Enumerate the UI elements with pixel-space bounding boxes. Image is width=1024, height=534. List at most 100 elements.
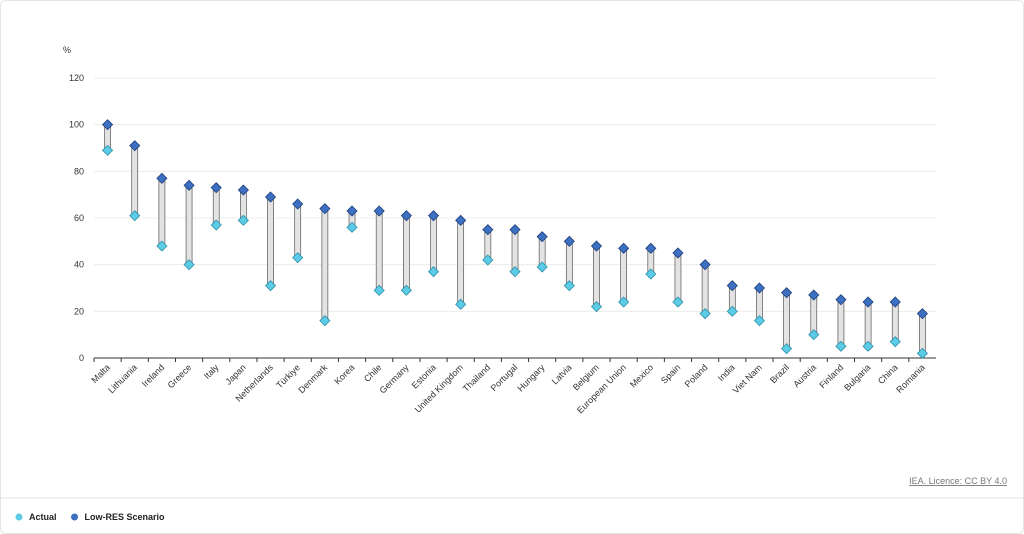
x-tick-label: Denmark — [296, 362, 329, 395]
x-tick-label: Thailand — [461, 362, 492, 393]
range-bar — [321, 208, 329, 322]
marker — [889, 296, 901, 308]
marker — [699, 259, 711, 271]
x-tick-label: Hungary — [515, 362, 546, 393]
marker — [373, 284, 385, 296]
marker — [264, 191, 277, 203]
marker — [482, 224, 494, 236]
range-bar — [403, 215, 410, 291]
marker — [455, 298, 467, 310]
marker — [346, 205, 358, 217]
marker — [618, 242, 630, 254]
marker — [373, 205, 385, 217]
y-tick-label: 20 — [74, 306, 84, 316]
y-tick-label: 0 — [79, 353, 84, 363]
range-bar — [375, 210, 383, 291]
marker — [699, 308, 711, 320]
range-bar — [810, 294, 818, 336]
marker — [563, 235, 575, 247]
marker — [129, 140, 141, 152]
range-bar — [430, 215, 437, 273]
legend-swatch — [71, 513, 79, 521]
x-tick-label: Austria — [791, 362, 818, 389]
marker — [536, 261, 548, 273]
marker — [292, 198, 304, 210]
marker — [753, 315, 766, 327]
marker — [835, 340, 847, 352]
marker — [264, 280, 277, 292]
legend-label: Actual — [29, 512, 57, 522]
marker — [618, 296, 630, 308]
y-tick-label: 80 — [74, 166, 84, 176]
marker — [292, 252, 304, 264]
x-tick-label: United Kingdom — [413, 362, 465, 414]
marker — [781, 287, 793, 299]
range-bar — [919, 313, 926, 354]
y-tick-label: 40 — [74, 260, 84, 270]
marker — [400, 284, 412, 296]
legend: Actual Low-RES Scenario — [15, 512, 166, 522]
marker — [183, 259, 195, 271]
marker — [129, 210, 141, 222]
marker — [102, 144, 114, 156]
marker — [672, 247, 684, 259]
x-tick-label: Bulgaria — [842, 362, 872, 392]
marker — [183, 179, 195, 191]
source-link[interactable]: IEA. Licence: CC BY 4.0 — [909, 476, 1007, 486]
x-tick-label: Malta — [89, 362, 112, 385]
marker — [916, 347, 928, 359]
range-bar — [267, 196, 274, 287]
x-tick-label: Mexico — [628, 362, 655, 389]
marker — [346, 221, 358, 233]
x-tick-label: Italy — [202, 362, 221, 381]
range-bar — [674, 252, 682, 303]
x-tick-label: Viet Nam — [731, 362, 764, 395]
y-tick-label: 120 — [69, 73, 84, 83]
x-tick-label: Portugal — [489, 362, 520, 393]
x-tick-label: Chile — [362, 362, 384, 384]
range-bar — [701, 264, 709, 315]
marker — [726, 305, 738, 317]
range-bar — [837, 299, 845, 347]
range-bar — [864, 301, 872, 347]
marker — [808, 329, 820, 341]
y-axis-label: % — [63, 45, 71, 55]
x-tick-label: Korea — [332, 362, 356, 386]
marker — [862, 296, 874, 308]
marker — [590, 240, 603, 252]
marker — [726, 280, 738, 292]
marker — [156, 172, 168, 184]
marker — [455, 214, 467, 226]
marker — [482, 254, 494, 266]
x-tick-label: Romania — [894, 362, 927, 395]
marker — [808, 289, 820, 301]
marker — [319, 203, 331, 215]
x-tick-label: European Union — [575, 362, 628, 415]
y-tick-label: 100 — [69, 120, 84, 130]
range-bar — [511, 229, 519, 273]
y-tick-label: 60 — [74, 213, 84, 223]
marker — [781, 343, 793, 355]
range-bar — [294, 203, 302, 259]
marker — [210, 182, 222, 194]
x-tick-label: Japan — [223, 362, 247, 386]
marker — [319, 315, 331, 327]
x-tick-label: Ireland — [140, 362, 167, 389]
x-tick-label: Poland — [683, 362, 710, 389]
range-bar — [620, 247, 627, 303]
marker — [753, 282, 766, 294]
legend-swatch — [15, 513, 23, 521]
marker — [210, 219, 222, 231]
range-bar — [131, 145, 139, 217]
marker — [509, 224, 521, 236]
marker — [835, 294, 847, 306]
x-tick-label: Greece — [166, 362, 194, 390]
x-tick-label: Germany — [378, 362, 412, 396]
marker — [237, 184, 249, 196]
marker — [563, 280, 575, 292]
legend-label: Low-RES Scenario — [85, 512, 166, 522]
marker — [237, 214, 249, 226]
x-tick-label: Spain — [659, 362, 682, 385]
range-bar — [783, 292, 790, 350]
